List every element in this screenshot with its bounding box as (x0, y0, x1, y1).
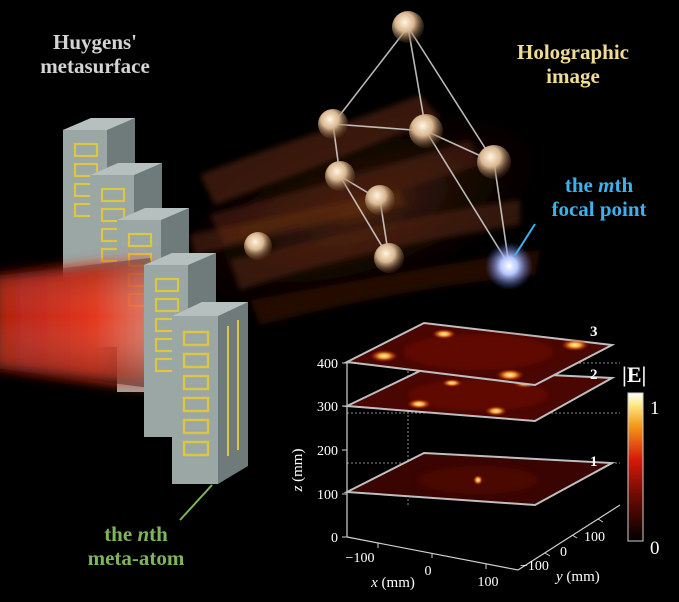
meta-plate-nth (172, 302, 248, 484)
hologram-points (244, 11, 533, 290)
z-tick-100: 100 (317, 488, 338, 503)
metasurface-label: Huygens' metasurface (20, 30, 170, 78)
atom-label-line1: the nth (66, 522, 206, 546)
plane-label-2: 2 (590, 367, 598, 383)
plot-text: 400 300 200 100 0 z (mm) −100 0 100 x (m… (290, 324, 660, 591)
focal-pointer-line (513, 223, 536, 258)
hologram-point (477, 145, 511, 179)
atom-the: the (104, 522, 138, 546)
focal-label-line1: the mth (534, 173, 664, 197)
focal-point-label: the mth focal point (534, 173, 664, 221)
y-axis-label: y (mm) (554, 569, 600, 585)
x-tick-100: 100 (478, 575, 499, 590)
focal-the: the (564, 173, 599, 197)
field-plot (342, 321, 644, 571)
focal-m: m (598, 173, 615, 197)
z-axis-label: z (mm) (290, 449, 306, 493)
hologram-point (318, 109, 348, 139)
x-tick-neg100: −100 (346, 551, 375, 566)
focal-label-line2: focal point (551, 197, 647, 222)
colorbar (627, 392, 644, 542)
hologram-point (325, 161, 355, 191)
field-plane-1 (343, 451, 616, 507)
hologram-point (409, 114, 443, 148)
y-tick-neg100: −100 (520, 559, 549, 574)
hologram-point (392, 11, 424, 43)
atom-pointer-line (179, 484, 213, 521)
hologram-point (365, 185, 395, 215)
plane-label-1: 1 (590, 454, 598, 470)
colorbar-max: 1 (650, 398, 660, 419)
colorbar-title: |E| (622, 362, 646, 387)
y-tick-0: 0 (560, 545, 567, 560)
y-tick-100: 100 (584, 530, 605, 545)
metasurface-label-line2: metasurface (40, 54, 150, 79)
z-tick-200: 200 (317, 444, 338, 459)
holo-label-line1: Holographic (516, 40, 629, 64)
holo-label-line2: image (546, 64, 600, 89)
metasurface-plates-front (144, 253, 248, 484)
focal-point-glow (485, 242, 533, 290)
x-axis-label: x (mm) (370, 575, 415, 591)
z-tick-400: 400 (317, 357, 338, 372)
atom-n: n (137, 522, 150, 546)
atom-th: th (149, 522, 168, 546)
hologram-point (244, 232, 272, 260)
meta-atom-label: the nth meta-atom (66, 522, 206, 570)
x-tick-0: 0 (425, 564, 432, 579)
z-tick-0: 0 (331, 531, 338, 546)
metasurface-label-line1: Huygens' (52, 30, 138, 54)
holographic-image-label: Holographic image (493, 40, 653, 88)
field-plane-2 (343, 367, 616, 423)
field-plane-3 (343, 321, 616, 387)
hologram-point (374, 243, 404, 273)
plane-label-3: 3 (590, 324, 598, 340)
incident-beam (0, 258, 163, 388)
focal-th: th (614, 173, 634, 197)
atom-label-line2: meta-atom (87, 546, 185, 571)
z-tick-300: 300 (317, 400, 338, 415)
colorbar-min: 0 (650, 538, 660, 559)
